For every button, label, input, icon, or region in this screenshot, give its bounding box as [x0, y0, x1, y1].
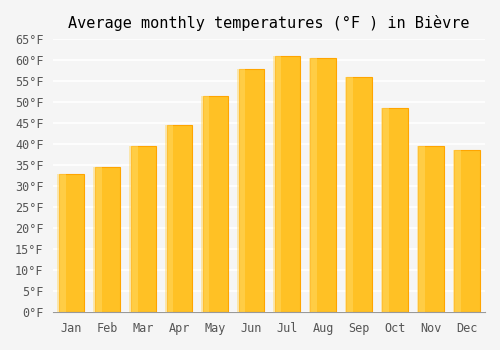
- Bar: [344, 77, 354, 312]
- Bar: [200, 96, 209, 312]
- Bar: [128, 146, 138, 312]
- Bar: [416, 146, 426, 312]
- Bar: [166, 125, 192, 312]
- Bar: [418, 146, 444, 312]
- Bar: [382, 108, 407, 312]
- Bar: [92, 167, 102, 312]
- Bar: [164, 125, 173, 312]
- Bar: [238, 69, 264, 312]
- Title: Average monthly temperatures (°F ) in Bièvre: Average monthly temperatures (°F ) in Bi…: [68, 15, 470, 31]
- Bar: [94, 167, 120, 312]
- Bar: [346, 77, 372, 312]
- Bar: [310, 58, 336, 312]
- Bar: [274, 56, 299, 312]
- Bar: [380, 108, 390, 312]
- Bar: [272, 56, 281, 312]
- Bar: [202, 96, 228, 312]
- Bar: [454, 150, 479, 312]
- Bar: [308, 58, 318, 312]
- Bar: [452, 150, 462, 312]
- Bar: [58, 174, 84, 312]
- Bar: [236, 69, 246, 312]
- Bar: [130, 146, 156, 312]
- Bar: [56, 174, 66, 312]
